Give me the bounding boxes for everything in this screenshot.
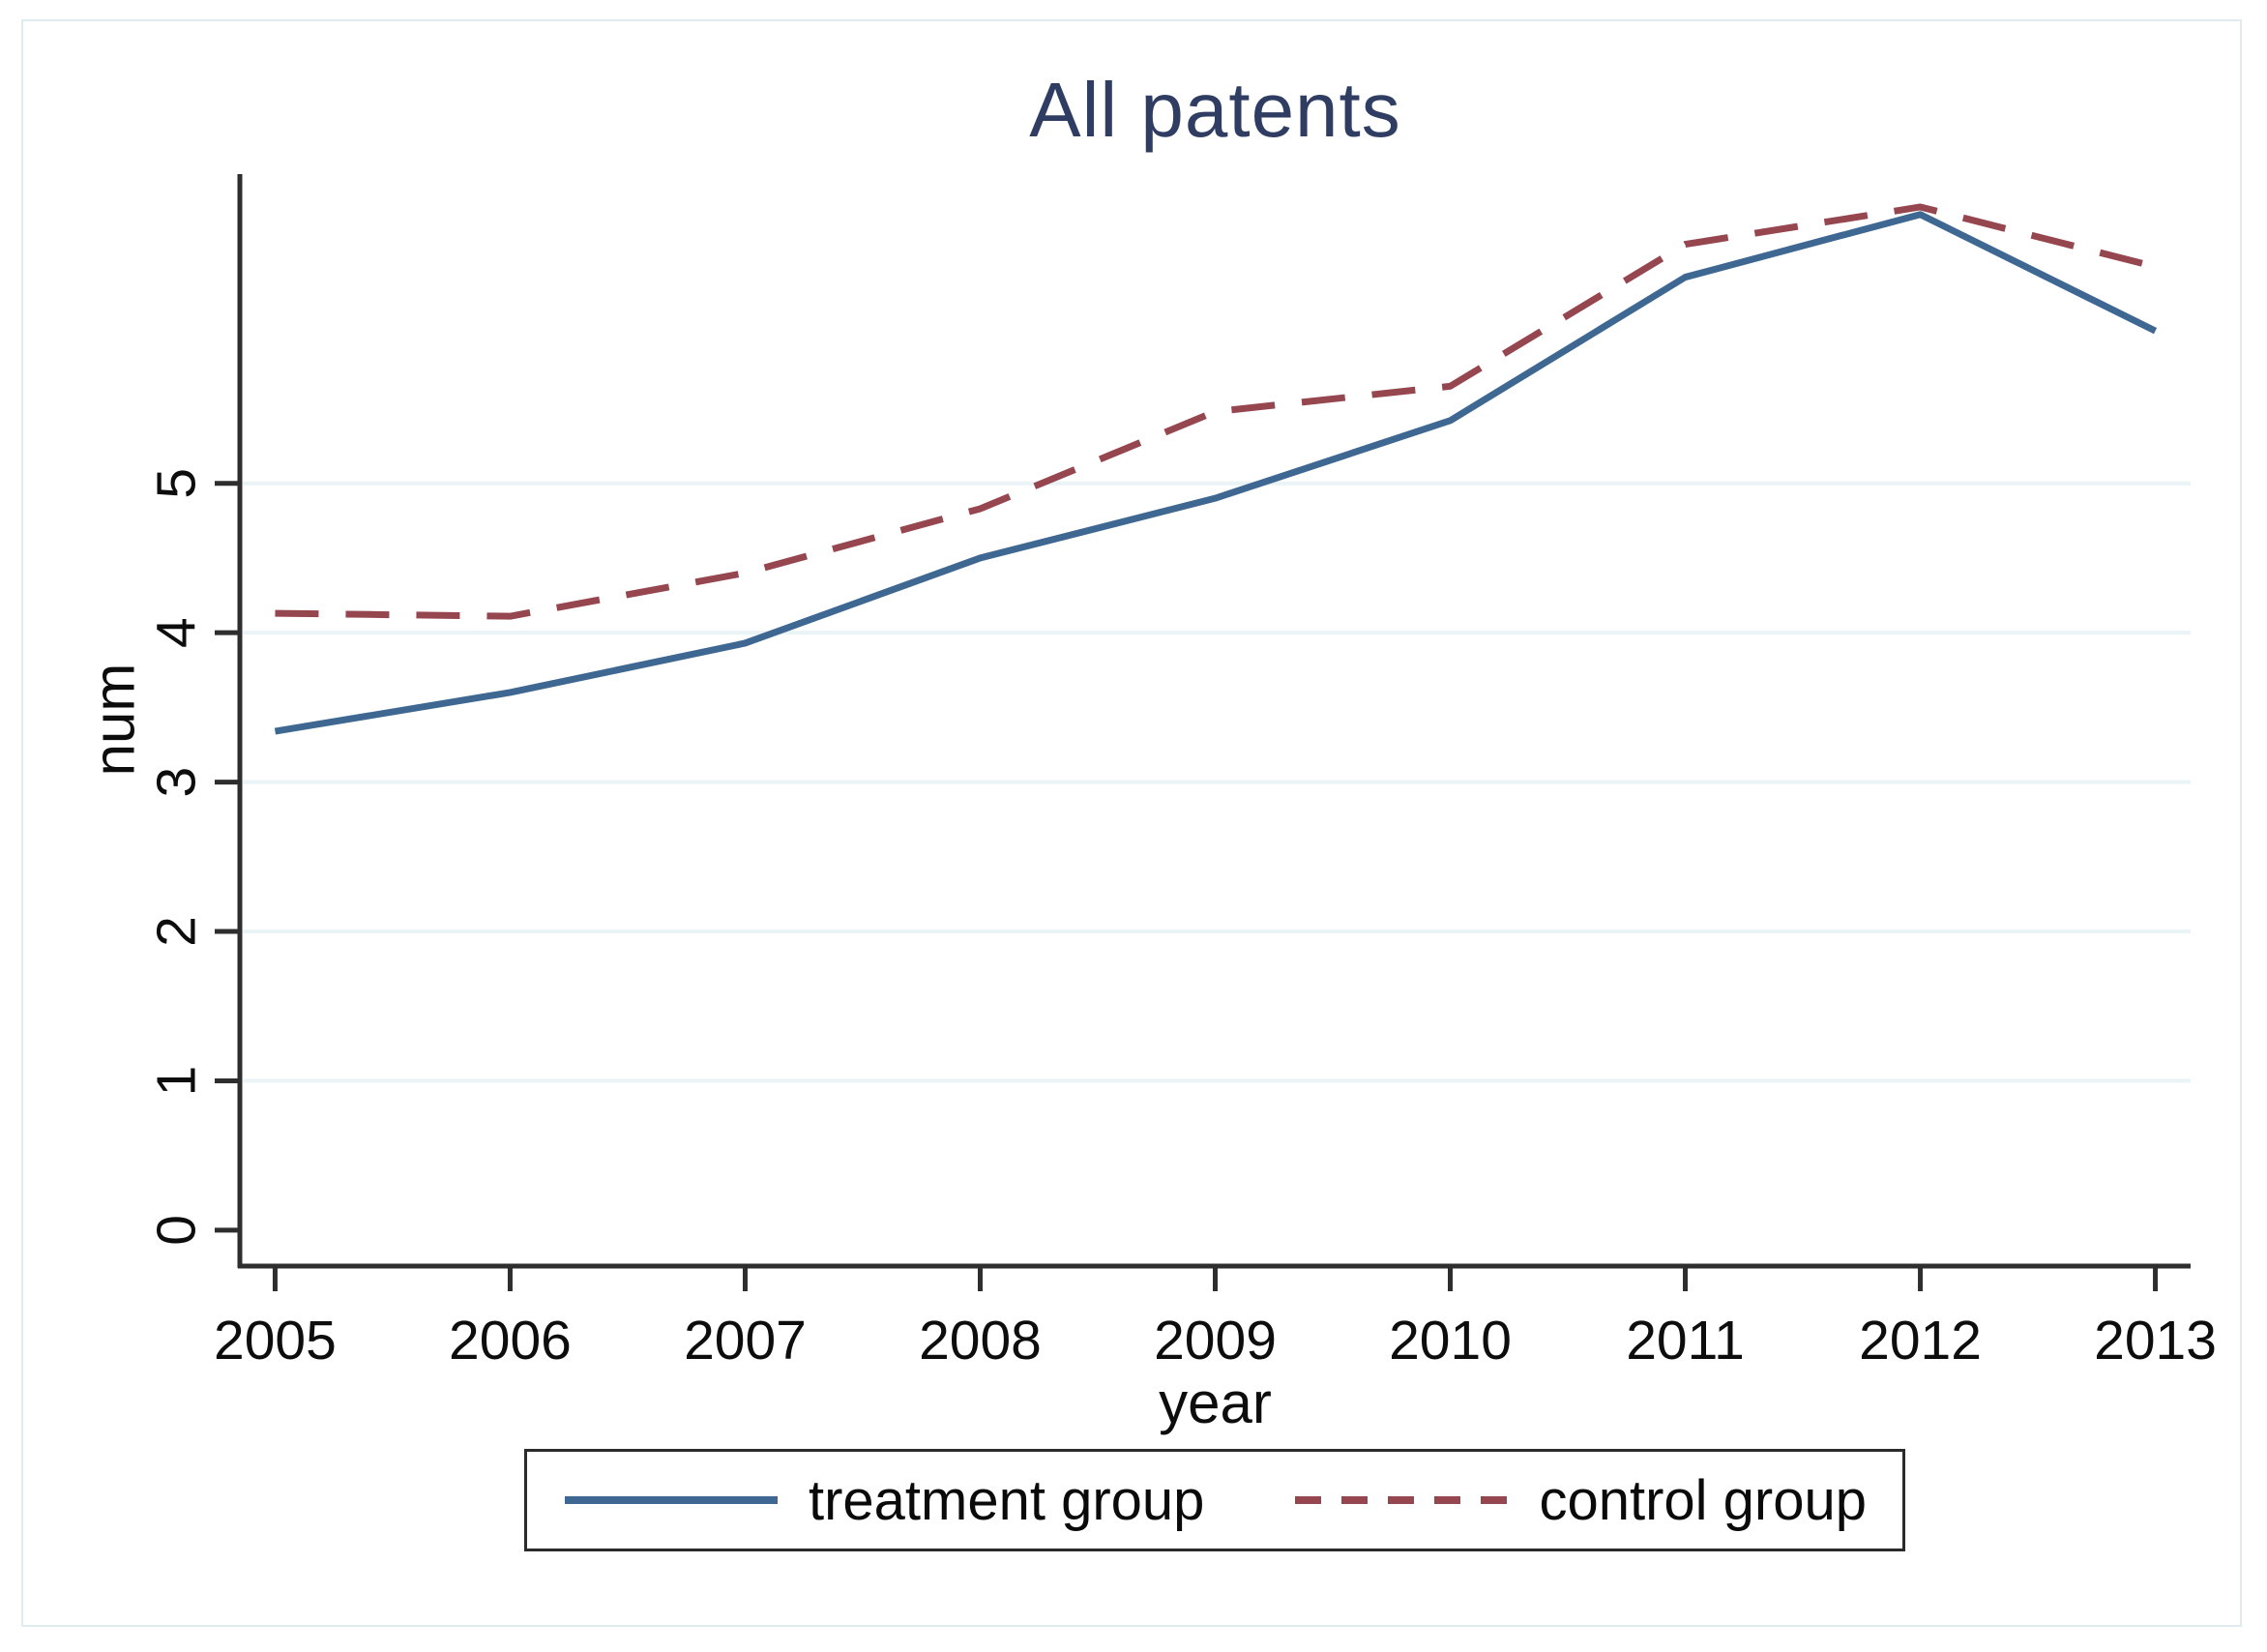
x-tick-label: 2009 (1154, 1310, 1277, 1372)
treatment-line-sample (564, 1496, 778, 1504)
series-line-control-group (275, 203, 2157, 620)
legend-label-control: control group (1539, 1468, 1867, 1532)
x-tick-label: 2008 (919, 1310, 1042, 1372)
legend-item-treatment: treatment group (563, 1468, 1204, 1533)
x-axis-label: year (1159, 1371, 1272, 1435)
control-line-sample (1295, 1496, 1509, 1504)
y-tick-label: 1 (146, 1066, 208, 1097)
x-tick-label: 2005 (214, 1310, 337, 1372)
series-line-treatment-group (274, 211, 2158, 735)
x-tick-label: 2010 (1389, 1310, 1512, 1372)
y-tick-label: 0 (146, 1215, 208, 1246)
x-tick-label: 2012 (1859, 1310, 1982, 1372)
y-tick-label: 2 (146, 916, 208, 947)
legend: treatment group control group (524, 1449, 1905, 1551)
legend-label-treatment: treatment group (808, 1468, 1205, 1532)
x-tick-label: 2013 (2094, 1310, 2217, 1372)
y-tick-label: 5 (146, 468, 208, 499)
x-tick-label: 2011 (1626, 1310, 1745, 1372)
y-tick-label: 4 (146, 617, 208, 648)
y-axis-label: num (81, 663, 147, 777)
chart-title: All patents (1029, 67, 1401, 153)
x-tick-label: 2007 (684, 1310, 807, 1372)
legend-item-control: control group (1293, 1468, 1867, 1533)
x-tick-label: 2006 (449, 1310, 572, 1372)
y-tick-label: 3 (146, 767, 208, 798)
